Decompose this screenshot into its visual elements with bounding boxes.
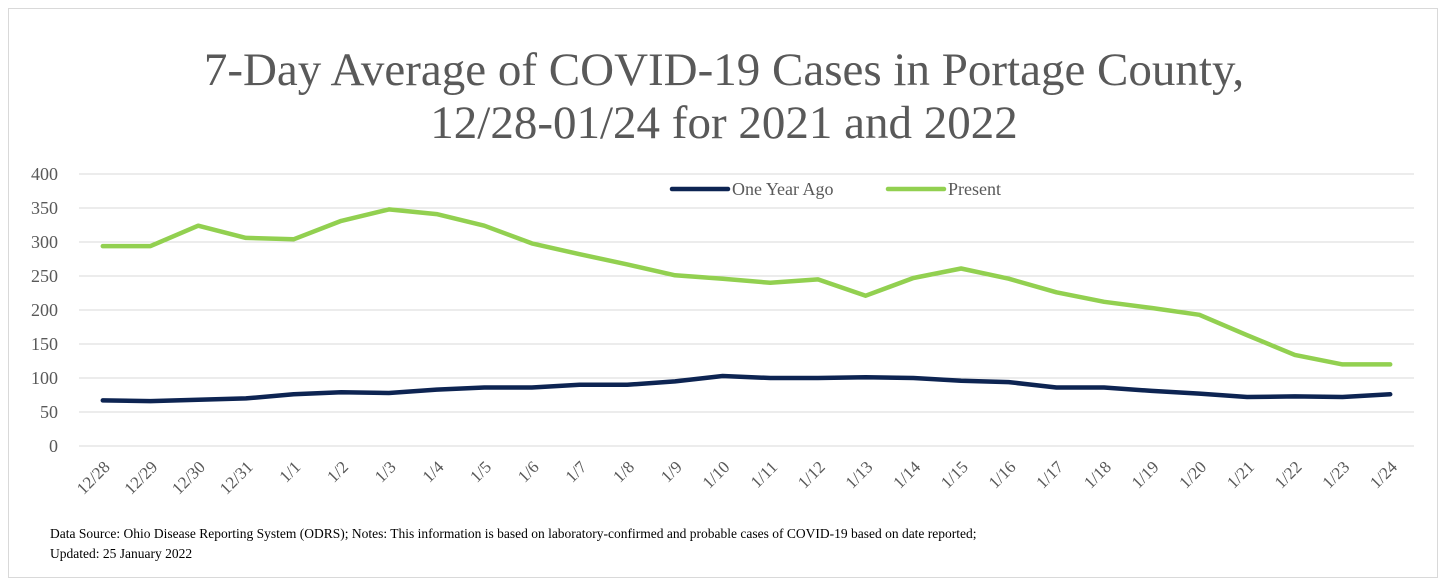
- x-tick-label: 1/16: [985, 457, 1020, 492]
- y-tick-label: 300: [31, 232, 58, 252]
- x-tick-label: 1/2: [323, 457, 352, 486]
- footnote-line-1: Data Source: Ohio Disease Reporting Syst…: [50, 526, 977, 541]
- chart-frame: [8, 8, 1438, 578]
- chart-title: 7-Day Average of COVID-19 Cases in Porta…: [0, 44, 1448, 150]
- x-tick-label: 1/22: [1271, 457, 1306, 492]
- chart-title-line-1: 7-Day Average of COVID-19 Cases in Porta…: [203, 44, 1245, 96]
- x-tick-label: 1/15: [937, 457, 972, 492]
- legend-label: Present: [948, 179, 1001, 199]
- y-tick-label: 100: [31, 368, 58, 388]
- x-tick-label: 1/11: [747, 457, 781, 491]
- y-tick-label: 250: [31, 266, 58, 286]
- x-tick-label: 1/5: [466, 457, 495, 486]
- x-tick-label: 1/7: [562, 457, 591, 486]
- x-tick-label: 1/21: [1223, 457, 1258, 492]
- x-tick-label: 12/30: [168, 457, 209, 498]
- x-tick-label: 1/23: [1318, 457, 1353, 492]
- chart-title-line-2: 12/28-01/24 for 2021 and 2022: [430, 97, 1018, 149]
- x-tick-label: 12/31: [216, 457, 257, 498]
- footnote-line-2: Updated: 25 January 2022: [50, 546, 193, 561]
- x-tick-label: 1/6: [514, 457, 543, 486]
- y-tick-label: 0: [49, 436, 58, 456]
- y-tick-label: 150: [31, 334, 58, 354]
- y-tick-label: 400: [31, 164, 58, 184]
- x-tick-label: 1/17: [1032, 457, 1067, 492]
- x-tick-label: 1/19: [1128, 457, 1163, 492]
- x-tick-label: 1/18: [1080, 457, 1115, 492]
- y-tick-label: 200: [31, 300, 58, 320]
- x-tick-label: 1/10: [699, 457, 734, 492]
- x-tick-label: 1/14: [889, 457, 924, 492]
- x-tick-label: 12/29: [121, 457, 162, 498]
- y-tick-label: 50: [40, 402, 58, 422]
- x-tick-label: 1/9: [657, 457, 686, 486]
- x-tick-label: 1/4: [419, 457, 448, 486]
- series-line-one-year-ago: [100, 373, 1393, 404]
- x-tick-label: 1/12: [794, 457, 829, 492]
- x-tick-label: 1/20: [1175, 457, 1210, 492]
- x-tick-label: 1/1: [276, 457, 305, 486]
- x-tick-label: 1/24: [1366, 457, 1401, 492]
- series-line-present: [100, 207, 1393, 367]
- x-tick-label: 1/3: [371, 457, 400, 486]
- y-tick-label: 350: [31, 198, 58, 218]
- x-tick-label: 12/28: [73, 457, 114, 498]
- x-tick-label: 1/8: [609, 457, 638, 486]
- legend-label: One Year Ago: [732, 179, 834, 199]
- x-tick-label: 1/13: [842, 457, 877, 492]
- footnote: Data Source: Ohio Disease Reporting Syst…: [50, 524, 1430, 564]
